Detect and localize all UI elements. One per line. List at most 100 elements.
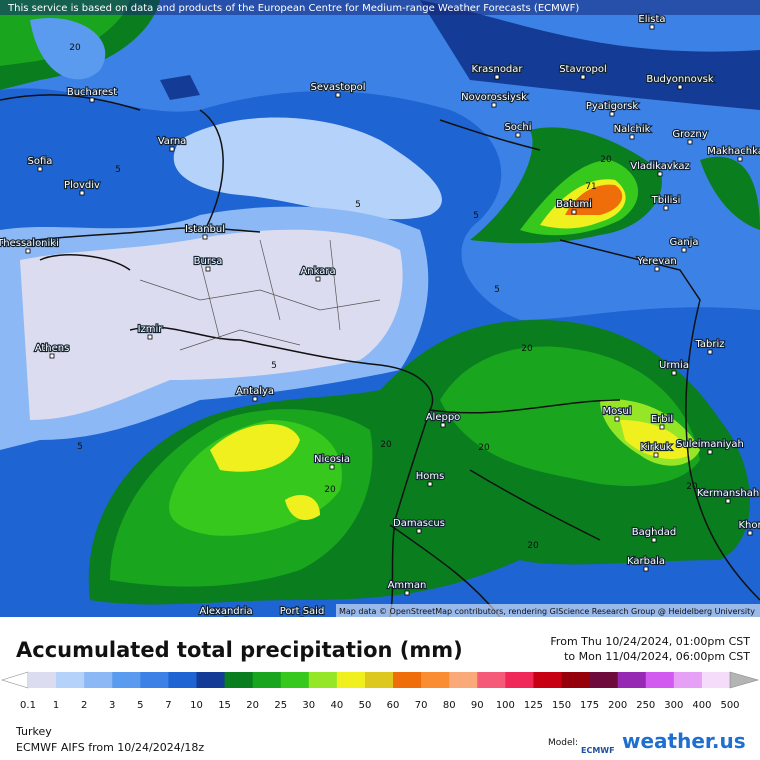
contour-label: 20 bbox=[521, 344, 533, 354]
legend-label: 50 bbox=[359, 700, 372, 711]
precip-area bbox=[565, 184, 623, 215]
legend-label: 150 bbox=[552, 700, 571, 711]
city-label: Stavropol bbox=[559, 64, 607, 75]
legend-swatch bbox=[84, 672, 113, 688]
legend-label: 175 bbox=[580, 700, 599, 711]
city-marker bbox=[89, 97, 95, 103]
legend-label: 70 bbox=[415, 700, 428, 711]
city-label: Grozny bbox=[672, 129, 707, 140]
contour-label: 5 bbox=[77, 442, 83, 452]
precip-area bbox=[20, 229, 403, 420]
city-label: Antalya bbox=[236, 386, 274, 397]
city-label: Ganja bbox=[669, 237, 698, 248]
city-marker bbox=[707, 449, 713, 455]
legend-swatch bbox=[168, 672, 197, 688]
city-marker bbox=[427, 481, 433, 487]
legend-swatch bbox=[364, 672, 394, 688]
contour-label: 20 bbox=[478, 443, 490, 453]
city-label: Damascus bbox=[393, 518, 445, 529]
contour-label: 71 bbox=[585, 182, 596, 192]
city-marker bbox=[681, 247, 687, 253]
city-marker bbox=[707, 349, 713, 355]
city-marker bbox=[649, 24, 655, 30]
city-marker bbox=[329, 464, 335, 470]
city-marker bbox=[677, 84, 683, 90]
city-label: Amman bbox=[388, 580, 427, 591]
city-marker bbox=[609, 111, 615, 117]
province-border bbox=[139, 239, 381, 351]
city-marker bbox=[335, 92, 341, 98]
contour-label: 20 bbox=[380, 440, 392, 450]
legend-label: 40 bbox=[331, 700, 344, 711]
period-to: to Mon 11/04/2024, 06:00pm CST bbox=[564, 650, 750, 663]
legend-label: 20 bbox=[246, 700, 259, 711]
city-marker bbox=[515, 132, 521, 138]
city-marker bbox=[659, 424, 665, 430]
legend-swatch bbox=[140, 672, 169, 688]
period-from: From Thu 10/24/2024, 01:00pm CST bbox=[550, 635, 750, 648]
city-label: Bucharest bbox=[67, 87, 117, 98]
legend-swatch bbox=[617, 672, 647, 688]
city-label: Makhachkala bbox=[707, 146, 760, 157]
contour-label: 20 bbox=[600, 155, 612, 165]
city-marker bbox=[491, 102, 497, 108]
contour-label: 20 bbox=[527, 541, 539, 551]
contour-label: 20 bbox=[686, 482, 698, 492]
legend-label: 5 bbox=[137, 700, 143, 711]
legend-swatch bbox=[196, 672, 226, 688]
legend-label: 2 bbox=[81, 700, 87, 711]
city-marker bbox=[614, 416, 620, 422]
city-marker bbox=[25, 248, 31, 254]
city-label: Sofia bbox=[28, 156, 53, 167]
precip-area bbox=[620, 420, 690, 460]
city-label: Baghdad bbox=[632, 527, 677, 538]
city-marker bbox=[663, 205, 669, 211]
legend-label: 90 bbox=[471, 700, 484, 711]
legend-label: 400 bbox=[692, 700, 711, 711]
city-label: Bursa bbox=[194, 256, 223, 267]
model-label: Model: bbox=[548, 738, 579, 748]
precip-area bbox=[173, 117, 442, 220]
brand: weather.us bbox=[622, 729, 746, 753]
city-marker bbox=[440, 422, 446, 428]
city-marker bbox=[747, 530, 753, 536]
notice-bg bbox=[0, 0, 760, 15]
city-marker bbox=[657, 171, 663, 177]
legend-swatch bbox=[561, 672, 591, 688]
contour-label: 5 bbox=[355, 200, 361, 210]
border bbox=[0, 94, 760, 617]
city-marker bbox=[671, 370, 677, 376]
legend-swatch bbox=[280, 672, 310, 688]
city-marker bbox=[37, 166, 43, 172]
city-marker bbox=[580, 74, 586, 80]
legend-label: 10 bbox=[190, 700, 203, 711]
city-marker bbox=[571, 209, 577, 215]
legend-label: 500 bbox=[720, 700, 739, 711]
model-name: ECMWF bbox=[581, 746, 615, 755]
city-marker bbox=[494, 74, 500, 80]
legend-swatch bbox=[224, 672, 254, 688]
legend-swatch bbox=[56, 672, 85, 688]
legend-swatch bbox=[701, 672, 731, 688]
city-label: Batumi bbox=[556, 199, 592, 210]
city-marker bbox=[205, 266, 211, 272]
legend-swatch bbox=[308, 672, 338, 688]
city-marker bbox=[315, 276, 321, 282]
city-label: Vladikavkaz bbox=[630, 161, 690, 172]
city-marker bbox=[169, 146, 175, 152]
city-marker bbox=[654, 266, 660, 272]
city-label: Erbil bbox=[651, 414, 673, 425]
legend-arrow bbox=[729, 671, 760, 689]
legend-swatch bbox=[505, 672, 534, 688]
legend-label: 125 bbox=[524, 700, 543, 711]
map: Elista Krasnodar Stavropol Budyonnovsk Bucha… bbox=[0, 0, 760, 617]
city-label: Urmia bbox=[659, 360, 689, 371]
city-label: Nicosia bbox=[314, 454, 350, 465]
precip-area bbox=[285, 495, 320, 520]
city-label: Sochi bbox=[504, 122, 531, 133]
city-label: Nalchik bbox=[614, 124, 651, 135]
city-marker bbox=[252, 396, 258, 402]
legend-swatch bbox=[477, 672, 506, 688]
model-run: ECMWF AIFS from 10/24/2024/18z bbox=[16, 741, 205, 754]
